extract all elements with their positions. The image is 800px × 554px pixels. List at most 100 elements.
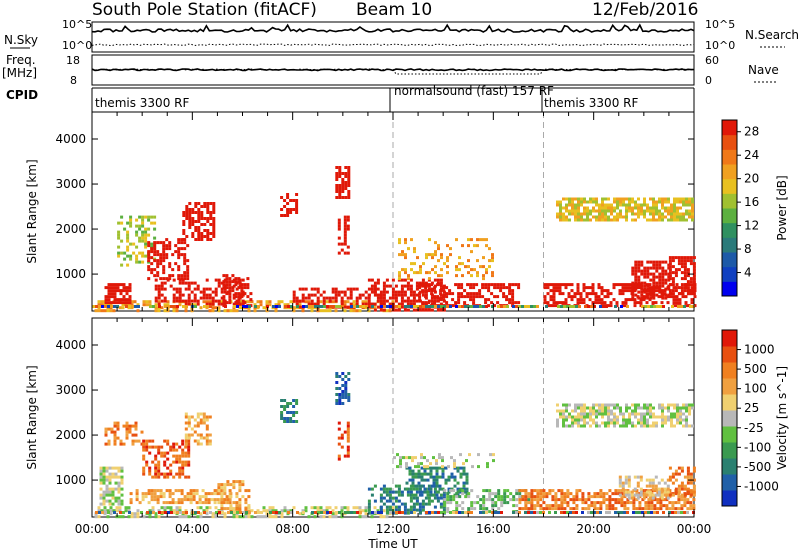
velocity-cell (184, 445, 188, 449)
velocity-cell (202, 436, 206, 440)
power-cell (349, 296, 353, 300)
power-cell (485, 244, 488, 248)
power-ground-cell (356, 305, 359, 308)
velocity-cell (621, 484, 625, 488)
velocity-cell (125, 421, 129, 425)
velocity-ground-cell (209, 511, 212, 514)
velocity-cell (283, 509, 287, 513)
velocity-cell (205, 436, 209, 440)
power-cell (517, 283, 521, 287)
power-cell (637, 275, 641, 279)
power-cell (418, 283, 422, 287)
power-cell (473, 244, 476, 248)
power-cell (686, 271, 690, 275)
velocity-cell (674, 490, 678, 494)
power-cell (586, 200, 589, 204)
velocity-ground-cell (440, 511, 443, 514)
power-cell (229, 309, 233, 313)
velocity-cell (592, 418, 595, 422)
power-cell (467, 265, 470, 269)
velocity-cell (465, 459, 468, 463)
power-cell (295, 202, 299, 205)
power-cell (588, 298, 592, 302)
velocity-cell (175, 457, 179, 461)
power-cell (664, 215, 667, 219)
power-cell (343, 239, 347, 243)
power-cell (658, 200, 661, 204)
power-cell (225, 283, 229, 287)
power-cell (310, 299, 314, 303)
velocity-cell (625, 418, 628, 422)
power-cell (679, 212, 682, 216)
velocity-cell (195, 489, 199, 493)
velocity-cell (441, 459, 444, 463)
power-cell (508, 286, 512, 290)
power-cell (491, 271, 494, 275)
power-cell (664, 200, 667, 204)
power-cell (442, 289, 446, 293)
velocity-cell (503, 498, 507, 502)
power-cell (382, 287, 386, 291)
velocity-ground-cell (653, 511, 656, 514)
velocity-cell (142, 442, 146, 446)
velocity-cell (607, 409, 610, 413)
power-cell (193, 293, 197, 297)
power-cell (682, 218, 685, 222)
power-ground-cell (398, 305, 401, 308)
power-cell (138, 224, 142, 228)
velocity-cell (663, 481, 667, 485)
power-cell (145, 300, 149, 304)
velocity-cell (692, 498, 696, 502)
power-cell (646, 206, 649, 210)
velocity-cell (223, 483, 227, 487)
power-cell (391, 293, 395, 297)
velocity-cell (627, 493, 631, 497)
power-cell (144, 215, 148, 219)
velocity-cell (465, 472, 469, 476)
power-cell (388, 302, 392, 306)
power-cell (186, 259, 190, 263)
power-cell (427, 283, 431, 287)
power-cell (670, 206, 673, 210)
power-cell (592, 206, 595, 210)
power-cell (481, 286, 485, 290)
velocity-cell (418, 487, 422, 491)
power-cell (676, 209, 679, 213)
power-cell (397, 302, 401, 306)
power-ground-cell (407, 305, 410, 308)
velocity-cell (613, 403, 616, 407)
power-ground-cell (266, 305, 269, 308)
velocity-cell (571, 424, 574, 428)
velocity-cell (358, 509, 362, 513)
power-cell (331, 296, 335, 300)
power-cell (676, 197, 679, 201)
power-cell (649, 266, 653, 270)
power-cell (649, 272, 653, 276)
velocity-cell (562, 412, 565, 416)
power-cell (159, 277, 163, 281)
velocity-cell (423, 465, 426, 469)
power-cell (265, 303, 269, 307)
power-cell (428, 271, 431, 275)
power-cell (633, 301, 637, 305)
velocity-cell (244, 489, 248, 493)
power-cell (649, 218, 652, 222)
velocity-cell (610, 421, 613, 425)
velocity-cell (235, 515, 239, 519)
velocity-cell (223, 507, 227, 511)
power-cell (552, 295, 556, 299)
power-cell (577, 206, 580, 210)
velocity-cell (560, 501, 564, 505)
power-cell (117, 254, 121, 258)
velocity-cell (204, 495, 208, 499)
velocity-cell (604, 412, 607, 416)
power-cell (637, 266, 641, 270)
power-cell (604, 218, 607, 222)
power-cell (652, 206, 655, 210)
velocity-cell (184, 454, 188, 458)
power-cell (203, 202, 207, 205)
power-cell (568, 200, 571, 204)
velocity-cell (439, 505, 443, 509)
power-cell (502, 295, 506, 299)
